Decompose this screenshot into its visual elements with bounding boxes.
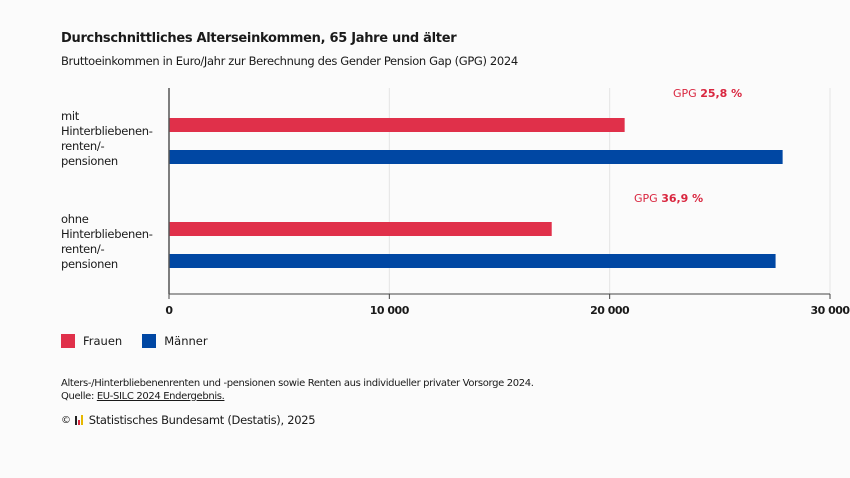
- category-label-line: pensionen: [61, 154, 118, 168]
- bar-frauen-1[interactable]: [169, 222, 552, 236]
- legend-label-frauen: Frauen: [83, 334, 123, 348]
- category-label: mit Hinterbliebenen-renten/-pensionen: [61, 109, 153, 168]
- x-tick-label: 10 000: [370, 304, 410, 317]
- legend-label-maenner: Männer: [164, 334, 208, 348]
- bar-chart: 0 10 000 20 000 30 000 mit Hinterbliebenen-r…: [61, 87, 850, 317]
- category-label-line: renten/-: [61, 242, 104, 256]
- legend-swatch-maenner: [142, 334, 157, 348]
- copyright-text: Statistisches Bundesamt (Destatis), 2025: [88, 413, 316, 427]
- category-label-line: renten/-: [61, 139, 104, 153]
- gpg-annotation: GPG 36,9 %: [634, 192, 703, 205]
- footnote-text: Alters-/Hinterbliebenenrenten und -pensi…: [61, 378, 534, 389]
- chart-title: Durchschnittliches Alterseinkommen, 65 J…: [61, 31, 457, 46]
- source-prefix: Quelle:: [61, 391, 94, 402]
- source-link[interactable]: EU-SILC 2024 Endergebnis.: [96, 391, 225, 402]
- legend-item-frauen[interactable]: Frauen: [61, 334, 122, 348]
- gpg-prefix: GPG: [673, 87, 700, 100]
- gpg-value: 25,8 %: [700, 87, 742, 100]
- bar-maenner-0[interactable]: [169, 150, 783, 164]
- category-label-line: pensionen: [61, 257, 118, 271]
- category-label-line: Hinterbliebenen-: [61, 227, 153, 241]
- gpg-annotation: GPG 25,8 %: [673, 87, 742, 100]
- bar-maenner-1[interactable]: [169, 254, 776, 268]
- category-label-line: Hinterbliebenen-: [61, 124, 153, 138]
- footnote: Alters-/Hinterbliebenenrenten und -pensi…: [61, 377, 534, 403]
- destatis-logo-icon: [74, 415, 83, 425]
- x-tick-label: 20 000: [590, 304, 630, 317]
- x-tick-label: 30 000: [810, 304, 850, 317]
- bar-frauen-0[interactable]: [169, 118, 625, 132]
- legend-item-maenner[interactable]: Männer: [142, 334, 208, 348]
- gpg-prefix: GPG: [634, 192, 661, 205]
- copyright: © Statistisches Bundesamt (Destatis), 20…: [61, 413, 316, 427]
- category-label: ohne Hinterbliebenen-renten/-pensionen: [61, 212, 153, 271]
- category-label-line: ohne: [61, 212, 89, 226]
- gpg-value: 36,9 %: [661, 192, 703, 205]
- x-tick-label: 0: [165, 304, 173, 317]
- legend-swatch-frauen: [61, 334, 75, 348]
- chart-subtitle: Bruttoeinkommen in Euro/Jahr zur Berechn…: [61, 54, 518, 68]
- legend: Frauen Männer: [61, 334, 208, 348]
- copyright-icon: ©: [61, 414, 71, 426]
- source-line: Quelle: EU-SILC 2024 Endergebnis.: [61, 390, 534, 403]
- category-label-line: mit: [61, 109, 80, 123]
